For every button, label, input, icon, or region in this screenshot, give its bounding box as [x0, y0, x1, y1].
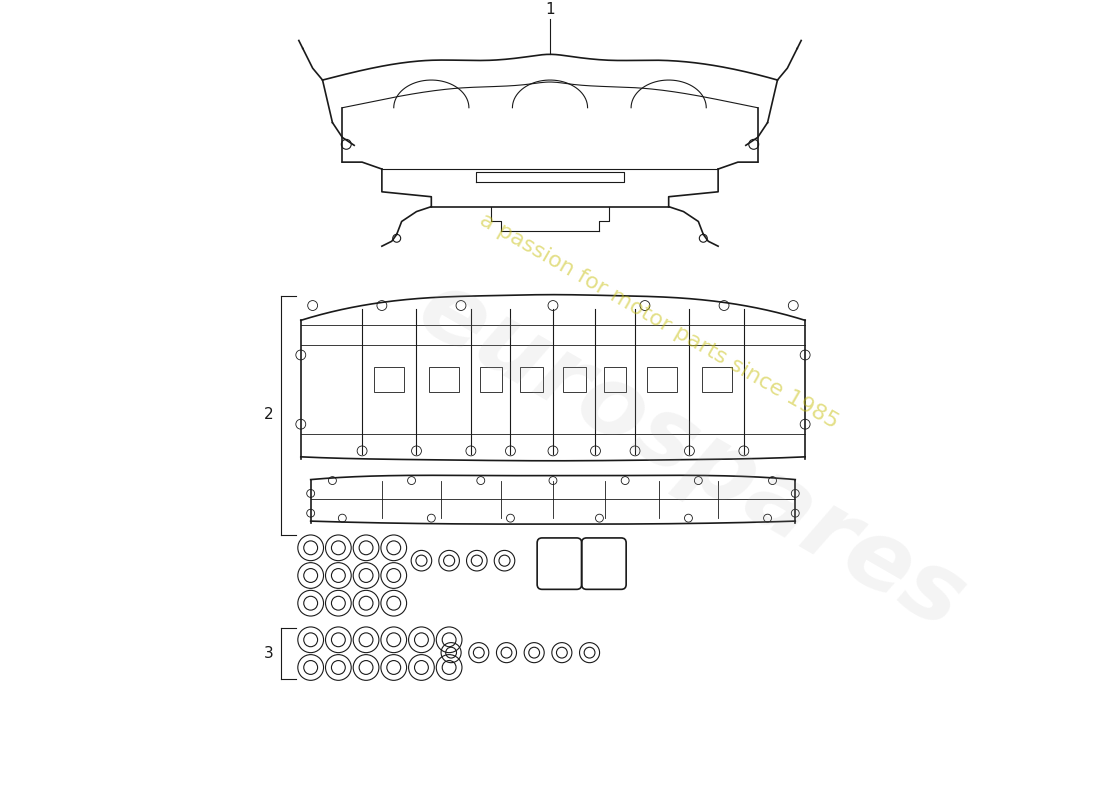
- Bar: [374, 367, 405, 392]
- Bar: [480, 367, 502, 392]
- Text: eurospares: eurospares: [402, 262, 981, 650]
- Text: 1: 1: [546, 2, 554, 17]
- Text: 3: 3: [263, 646, 273, 661]
- Bar: [429, 367, 459, 392]
- Bar: [604, 367, 626, 392]
- Bar: [647, 367, 678, 392]
- Bar: [702, 367, 732, 392]
- Bar: [520, 367, 543, 392]
- Text: a passion for motor parts since 1985: a passion for motor parts since 1985: [476, 210, 842, 433]
- Text: 2: 2: [264, 407, 273, 422]
- Bar: [562, 367, 586, 392]
